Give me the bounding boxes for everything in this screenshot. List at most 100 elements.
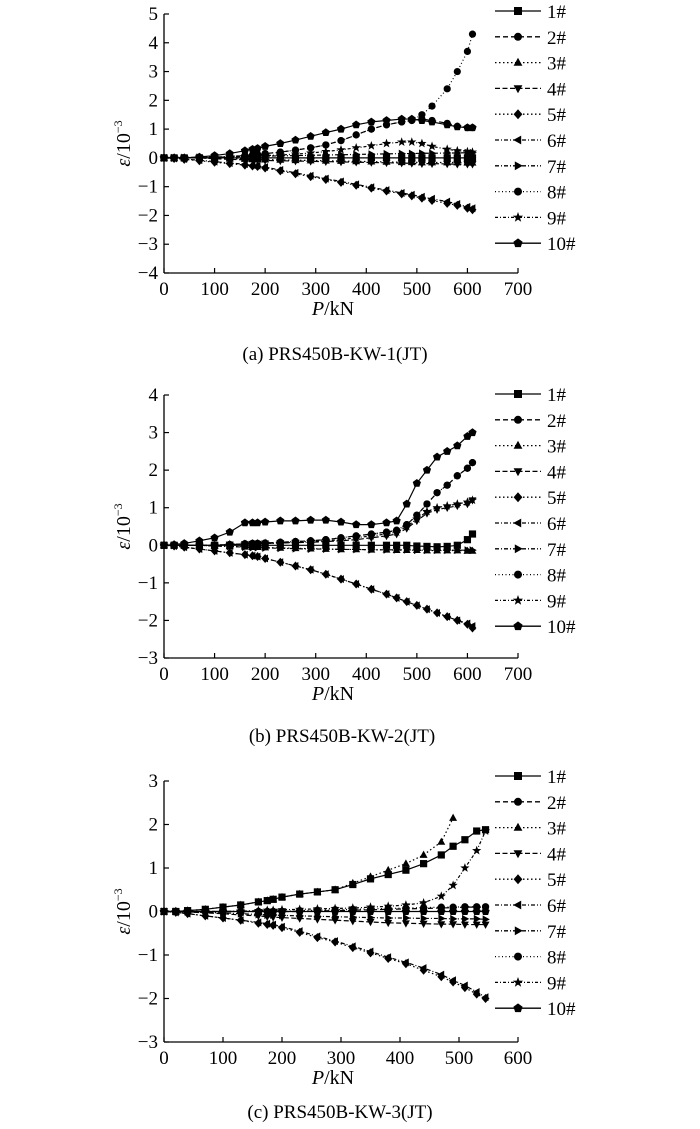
data-point: [336, 124, 346, 133]
data-point: [306, 148, 316, 157]
x-axis-label-variable: P: [311, 298, 324, 320]
data-point: [275, 558, 284, 567]
legend-entry-8: 8#: [495, 948, 567, 969]
data-point: [313, 907, 322, 915]
legend-marker: [513, 874, 523, 885]
data-point: [352, 159, 361, 167]
data-point: [275, 150, 285, 159]
data-point: [306, 565, 314, 574]
data-point: [306, 171, 314, 180]
data-point: [306, 131, 315, 140]
legend-entry-2: 2#: [495, 411, 567, 432]
x-tick-label: 0: [159, 279, 169, 300]
y-tick-label: 0: [149, 902, 159, 923]
data-point: [428, 160, 436, 168]
data-point: [463, 161, 472, 169]
data-point: [452, 616, 461, 625]
legend-marker: [513, 109, 523, 120]
data-point: [291, 158, 300, 166]
data-point: [467, 147, 478, 157]
x-axis-label-unit: /kN: [324, 683, 354, 705]
data-point: [407, 114, 416, 123]
y-tick-label: 1: [149, 498, 159, 519]
data-point: [473, 827, 481, 835]
data-point: [277, 544, 285, 553]
data-point: [218, 914, 226, 922]
data-point: [349, 913, 358, 922]
data-point: [443, 481, 451, 489]
y-axis-label: ε/10−3: [111, 503, 135, 549]
legend-label: 1#: [547, 385, 567, 406]
data-point: [432, 502, 442, 512]
legend-marker: [513, 900, 522, 910]
data-point: [412, 601, 420, 610]
x-tick-label: 700: [504, 664, 533, 685]
data-point: [449, 921, 458, 929]
data-point: [254, 897, 263, 905]
y-axis-label: ε/10−3: [111, 888, 135, 934]
data-point: [420, 860, 428, 868]
data-point: [407, 137, 417, 146]
data-point: [240, 539, 250, 549]
x-tick-label: 200: [251, 664, 280, 685]
data-point: [313, 887, 322, 895]
data-point: [180, 153, 189, 162]
data-point: [468, 530, 477, 538]
data-point: [392, 527, 402, 537]
y-tick-label: 3: [149, 423, 159, 444]
legend-entry-6: 6#: [495, 514, 567, 535]
data-point: [463, 47, 472, 56]
data-point: [240, 160, 248, 169]
data-point: [417, 138, 427, 148]
data-point: [351, 532, 361, 542]
data-point: [236, 907, 245, 915]
data-point: [437, 921, 446, 929]
data-point: [468, 154, 477, 162]
data-point: [472, 988, 480, 996]
y-tick-label: 1: [149, 119, 159, 140]
data-point: [437, 907, 446, 915]
data-point: [412, 478, 421, 487]
data-point: [253, 518, 262, 527]
data-point: [427, 194, 435, 203]
data-point: [330, 937, 338, 946]
data-point: [408, 149, 417, 158]
data-point: [407, 160, 416, 168]
data-point: [276, 516, 285, 525]
data-point: [291, 561, 299, 570]
data-point: [422, 506, 432, 516]
legend-label: 6#: [547, 131, 567, 152]
legend-label: 1#: [547, 2, 567, 23]
legend-label: 9#: [547, 973, 567, 994]
legend-label: 3#: [547, 54, 567, 75]
legend-label: 9#: [547, 591, 567, 612]
data-point: [159, 540, 169, 549]
chart-panel-a: 0 100 200 300 400 500 600 700 −4 −3 −2 −1 0 1 2 3 4 5 P/kN…: [111, 2, 576, 365]
data-point: [240, 151, 250, 161]
x-tick-label: 600: [504, 1048, 533, 1069]
legend-label: 4#: [547, 844, 567, 865]
x-tick-label: 100: [209, 1048, 238, 1069]
data-point: [462, 914, 470, 923]
data-point: [448, 907, 458, 915]
data-point: [460, 863, 470, 872]
data-point: [171, 907, 180, 915]
data-point: [385, 914, 393, 922]
data-point: [366, 872, 375, 880]
y-tick-label: −3: [138, 648, 158, 669]
legend-entry-3: 3#: [495, 819, 567, 840]
x-tick-label: 0: [159, 664, 169, 685]
data-point: [428, 102, 436, 110]
legend-entry-7: 7#: [495, 157, 567, 178]
data-point: [417, 192, 425, 201]
data-point: [253, 144, 262, 152]
legend-marker: [514, 390, 522, 398]
data-point: [434, 546, 442, 555]
data-point: [225, 548, 233, 557]
legend-entry-8: 8#: [495, 183, 567, 204]
data-point: [292, 544, 300, 553]
data-point: [366, 947, 374, 956]
data-point: [240, 146, 250, 155]
data-point: [419, 964, 427, 973]
data-point: [201, 907, 210, 915]
